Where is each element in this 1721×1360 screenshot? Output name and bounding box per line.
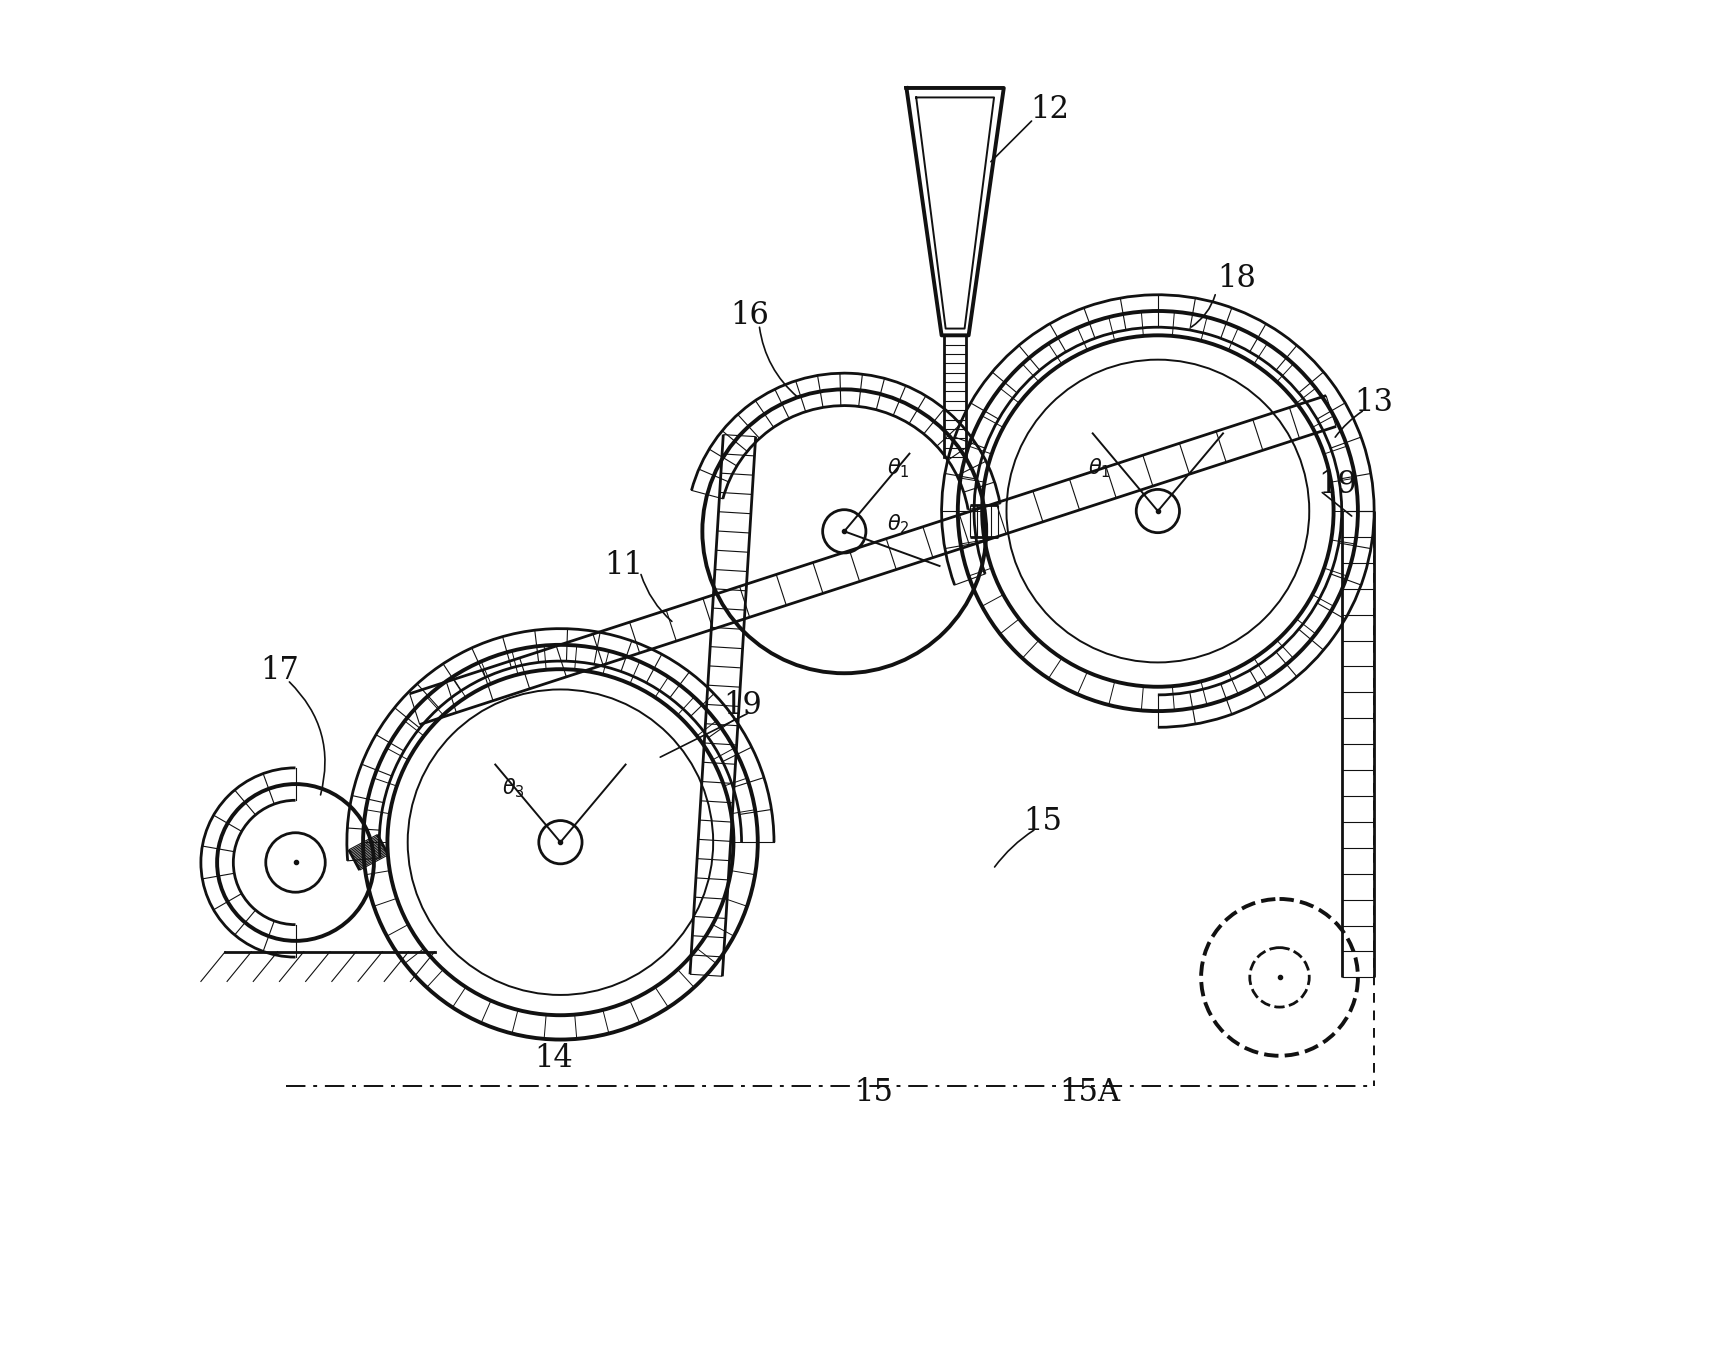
Text: 12: 12 bbox=[1031, 94, 1069, 125]
Text: 16: 16 bbox=[730, 299, 769, 330]
Text: 14: 14 bbox=[534, 1043, 573, 1074]
Text: 15: 15 bbox=[1024, 806, 1062, 838]
Text: 18: 18 bbox=[1217, 262, 1256, 294]
Text: 17: 17 bbox=[260, 656, 299, 685]
Text: 15: 15 bbox=[855, 1077, 893, 1108]
Text: $\theta_2$: $\theta_2$ bbox=[886, 513, 910, 536]
Text: $\theta_1$: $\theta_1$ bbox=[1088, 456, 1112, 480]
Text: $\theta_1$: $\theta_1$ bbox=[886, 456, 910, 480]
Text: 19: 19 bbox=[723, 690, 762, 721]
Text: 13: 13 bbox=[1354, 388, 1394, 419]
Text: 19: 19 bbox=[1318, 468, 1358, 499]
Text: $\theta_3$: $\theta_3$ bbox=[503, 777, 525, 800]
Text: 11: 11 bbox=[604, 549, 644, 581]
Text: 15A: 15A bbox=[1060, 1077, 1120, 1108]
